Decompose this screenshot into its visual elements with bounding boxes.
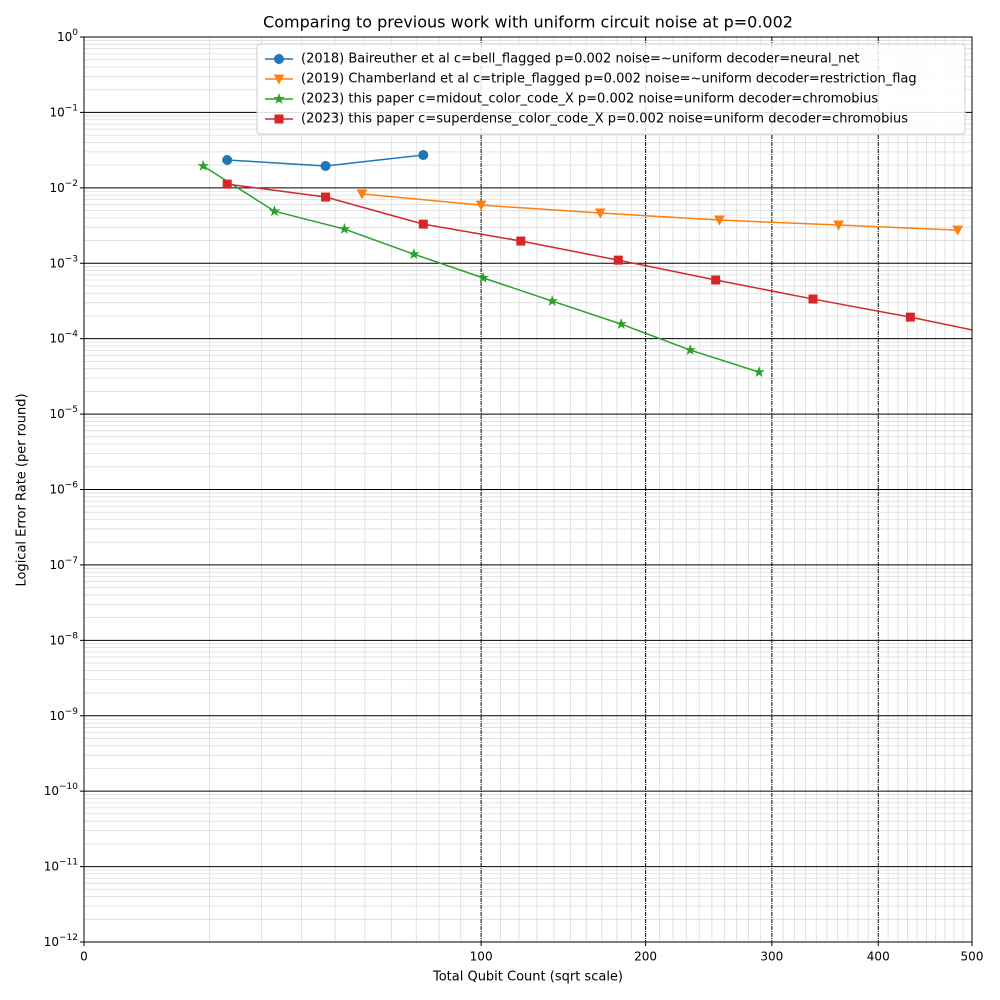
grid	[84, 36, 972, 943]
legend-label: (2023) this paper c=midout_color_code_X …	[301, 92, 878, 107]
marker	[222, 154, 233, 165]
marker	[274, 54, 284, 64]
x-tick-label: 400	[867, 950, 890, 964]
legend-label: (2019) Chamberland et al c=triple_flagge…	[301, 72, 917, 87]
marker	[418, 150, 429, 161]
marker	[408, 248, 420, 260]
marker	[477, 271, 489, 283]
marker	[808, 294, 818, 304]
y-axis-label: Logical Error Rate (per round)	[15, 393, 30, 586]
marker	[475, 200, 487, 211]
marker	[273, 92, 285, 104]
x-tick-label: 200	[634, 950, 657, 964]
marker	[714, 215, 725, 226]
marker	[268, 205, 281, 217]
y-tick-label: 10−2	[49, 178, 78, 194]
legend-label: (2018) Baireuther et al c=bell_flagged p…	[301, 52, 859, 67]
marker	[613, 255, 623, 265]
series-line	[361, 193, 958, 231]
marker	[711, 275, 721, 285]
marker	[833, 220, 844, 231]
y-tick-label: 10−1	[49, 103, 78, 119]
y-tick-label: 10−4	[49, 329, 78, 345]
y-tick-label: 10−8	[49, 631, 78, 647]
legend-label: (2023) this paper c=superdense_color_cod…	[301, 112, 908, 127]
marker	[338, 223, 351, 234]
x-tick-label: 100	[470, 950, 493, 964]
y-tick-label: 10−12	[44, 933, 78, 949]
marker	[418, 219, 428, 229]
y-tick-label: 10−5	[49, 405, 78, 421]
legend: (2018) Baireuther et al c=bell_flagged p…	[256, 43, 966, 135]
y-tick-label: 10−3	[49, 254, 78, 270]
y-tick-label: 10−6	[49, 480, 78, 496]
axes: 10−1210−1110−1010−910−810−710−610−510−41…	[44, 28, 984, 964]
x-axis-label: Total Qubit Count (sqrt scale)	[432, 970, 623, 985]
marker	[356, 189, 368, 200]
marker	[546, 295, 558, 306]
marker	[197, 159, 209, 171]
legend-box	[256, 43, 966, 135]
x-tick-label: 0	[80, 950, 88, 964]
y-tick-label: 10−10	[44, 782, 79, 798]
y-tick-label: 10−9	[49, 706, 78, 722]
marker	[274, 114, 284, 124]
y-tick-label: 10−11	[44, 857, 78, 873]
marker	[905, 312, 915, 322]
marker	[594, 208, 606, 219]
y-tick-label: 100	[57, 28, 78, 44]
x-tick-label: 300	[760, 950, 783, 964]
y-tick-label: 10−7	[49, 555, 78, 571]
marker	[753, 366, 765, 378]
marker	[321, 192, 331, 202]
marker	[615, 318, 627, 329]
chart-title: Comparing to previous work with uniform …	[263, 13, 793, 32]
marker	[516, 236, 526, 246]
marker	[684, 344, 696, 355]
marker	[952, 225, 964, 236]
marker	[273, 74, 285, 85]
plot-area	[197, 150, 972, 378]
marker	[320, 160, 331, 171]
marker	[222, 179, 232, 189]
x-tick-label: 500	[961, 950, 984, 964]
